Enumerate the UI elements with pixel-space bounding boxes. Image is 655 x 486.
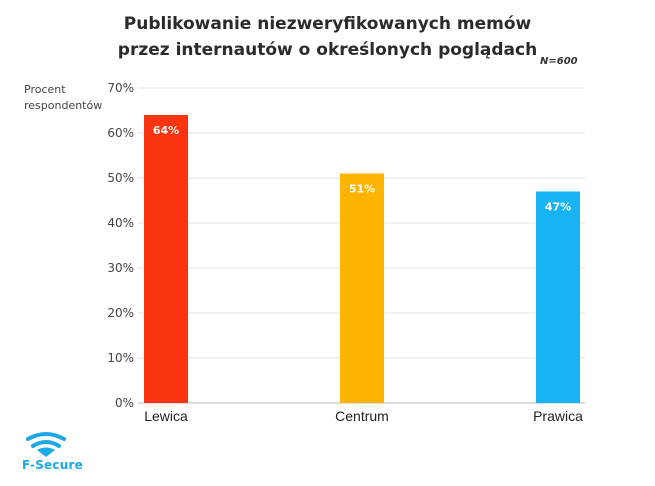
- y-tick-label: 0%: [115, 396, 134, 410]
- y-tick-label: 10%: [107, 351, 134, 365]
- brand-name: F-Secure: [22, 458, 83, 472]
- y-axis-label-line2: respondentów: [24, 99, 103, 112]
- data-label: 51%: [349, 183, 375, 196]
- bar: [536, 191, 580, 403]
- f-secure-logo-icon: [26, 432, 66, 457]
- sample-size-note: N=600: [540, 56, 578, 67]
- y-tick-label: 70%: [107, 81, 134, 95]
- data-label: 64%: [153, 124, 179, 137]
- chart-title-line2: przez internautów o określonych poglądac…: [117, 40, 538, 60]
- x-tick-label: Lewica: [144, 408, 188, 424]
- x-tick-label: Prawica: [533, 408, 583, 424]
- x-tick-label: Centrum: [335, 408, 389, 424]
- y-axis-label: Procent respondentów: [24, 82, 114, 114]
- y-tick-label: 40%: [107, 216, 134, 230]
- y-tick-label: 30%: [107, 261, 134, 275]
- y-tick-label: 60%: [107, 126, 134, 140]
- y-tick-label: 50%: [107, 171, 134, 185]
- y-tick-label: 20%: [107, 306, 134, 320]
- bar: [144, 115, 188, 403]
- data-label: 47%: [545, 201, 571, 214]
- bar: [340, 173, 384, 403]
- chart-title-line1: Publikowanie niezweryfikowanych memów: [123, 14, 532, 34]
- y-axis-label-line1: Procent: [24, 83, 66, 96]
